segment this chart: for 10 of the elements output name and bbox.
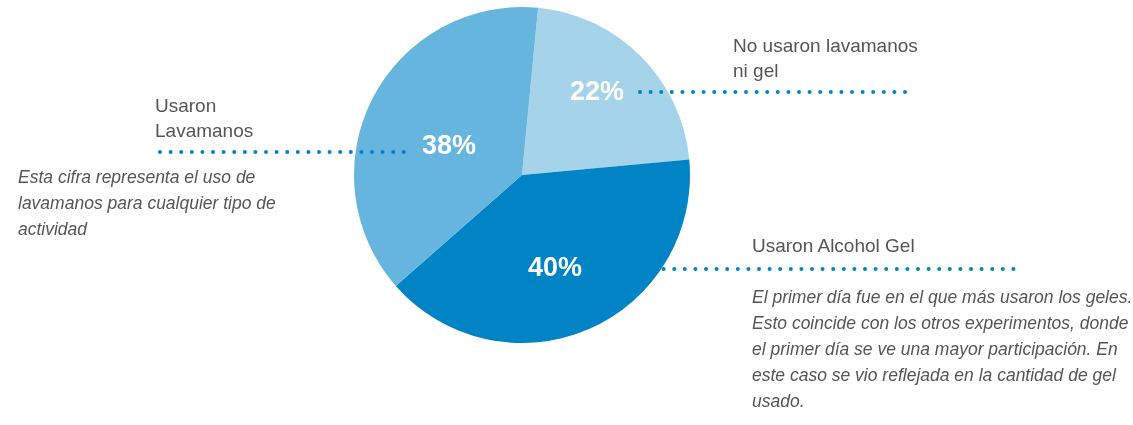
data-label: 22% [569,76,625,106]
text: Esta cifra representa el uso de lavamanos para cualquier tipo de actividad [18,167,277,239]
slice-label: Usaron Lavamanos [155,95,254,141]
text: El primer día fue en el que más usaron los geles. Esto coincide con los otros experimentos, donde el primer día se ve una mayor participación. En este caso se vio reflejada en la cantidad de gel usado. [752,287,1133,411]
pie-slice [522,7,690,175]
slice-label: Usaron Alcohol Gel [752,235,915,256]
data-label: 38% [421,130,477,160]
data-label: 40% [527,252,583,282]
slice-label: No usaron lavamanos ni gel [733,35,918,81]
pie-slice [395,159,690,343]
